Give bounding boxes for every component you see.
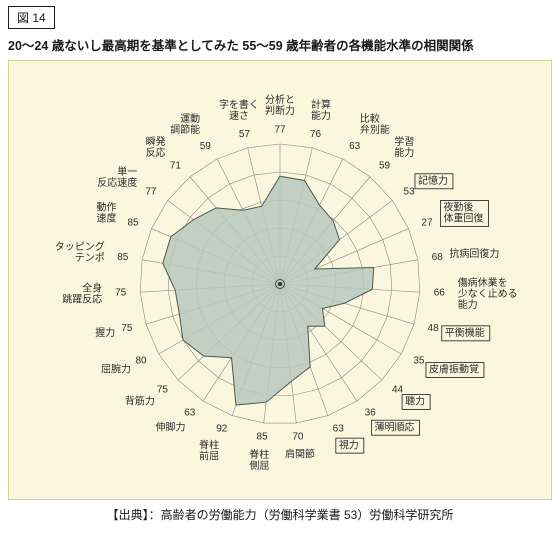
svg-text:体重回復: 体重回復 [443,212,483,225]
svg-text:皮膚振動覚: 皮膚振動覚 [429,363,479,376]
svg-text:夜勤後: 夜勤後 [443,201,473,214]
svg-text:63: 63 [333,423,345,434]
svg-text:調節能: 調節能 [170,123,200,136]
svg-text:53: 53 [404,187,416,198]
svg-text:少なく止める: 少なく止める [458,288,518,300]
svg-text:反応: 反応 [146,146,166,159]
svg-text:59: 59 [200,141,212,152]
svg-text:平衡機能: 平衡機能 [445,326,485,339]
svg-text:75: 75 [157,384,169,395]
svg-text:48: 48 [428,323,440,334]
svg-text:握力: 握力 [95,326,115,339]
svg-text:66: 66 [434,288,446,299]
svg-text:分析と: 分析と [265,93,295,106]
svg-text:85: 85 [117,252,129,263]
svg-text:77: 77 [274,125,286,136]
svg-text:75: 75 [115,288,127,299]
svg-text:視力: 視力 [339,438,359,451]
svg-text:背筋力: 背筋力 [125,395,155,408]
svg-text:伸脚力: 伸脚力 [155,420,185,433]
svg-text:反応速度: 反応速度 [97,176,137,189]
svg-text:弁別能: 弁別能 [360,123,390,136]
svg-text:動作: 動作 [97,201,117,214]
svg-text:側屈: 側屈 [249,459,269,472]
svg-text:36: 36 [365,407,377,418]
svg-text:比較: 比較 [360,112,380,125]
svg-text:跳躍反応: 跳躍反応 [62,292,102,305]
svg-text:抗病回復力: 抗病回復力 [449,247,499,260]
svg-text:27: 27 [421,218,433,229]
svg-text:77: 77 [145,187,157,198]
svg-text:57: 57 [239,129,251,140]
source-credit: 【出典】：高齢者の労働能力（労働科学業書 53）労働科学研究所 [8,506,552,523]
svg-text:63: 63 [349,141,361,152]
svg-text:75: 75 [121,323,133,334]
svg-text:76: 76 [310,129,322,140]
svg-text:前屈: 前屈 [199,449,219,462]
svg-text:速度: 速度 [97,212,117,225]
svg-text:能力: 能力 [394,146,414,159]
svg-text:速さ: 速さ [229,110,249,122]
svg-text:44: 44 [392,384,404,395]
svg-text:68: 68 [432,252,444,263]
svg-text:聴力: 聴力 [405,395,425,408]
svg-text:薄明順応: 薄明順応 [375,420,415,433]
figure-tag: 図 14 [8,6,55,29]
svg-text:92: 92 [216,423,228,434]
svg-text:71: 71 [170,161,182,172]
svg-text:70: 70 [292,432,304,443]
svg-text:35: 35 [413,356,425,367]
radar-chart: 77分析と判断力76計算能力63比較弁別能59学習能力53記憶力27夜勤後体重回… [8,60,552,500]
svg-text:単一: 単一 [117,165,137,178]
svg-text:屈腕力: 屈腕力 [101,363,131,376]
svg-text:計算: 計算 [311,98,331,111]
svg-text:字を書く: 字を書く [219,98,259,111]
svg-text:80: 80 [136,356,148,367]
svg-text:傷病休業を: 傷病休業を [458,276,508,289]
svg-text:タッピング: タッピング [55,240,105,253]
svg-text:脊柱: 脊柱 [249,448,269,461]
svg-text:学習: 学習 [394,135,414,148]
svg-text:運動: 運動 [180,112,200,125]
svg-text:59: 59 [379,161,391,172]
chart-title: 20～24 歳ないし最高期を基準としてみた 55～59 歳年齢者の各機能水準の相… [8,35,552,54]
svg-text:63: 63 [184,407,196,418]
svg-text:判断力: 判断力 [265,104,295,117]
svg-text:能力: 能力 [311,109,331,122]
svg-text:85: 85 [257,432,269,443]
svg-text:記憶力: 記憶力 [418,174,448,187]
svg-text:全身: 全身 [82,281,102,294]
svg-text:瞬発: 瞬発 [146,135,166,148]
svg-text:脊柱: 脊柱 [199,438,219,451]
svg-text:能力: 能力 [458,298,478,311]
svg-text:テンポ: テンポ [75,252,105,264]
svg-text:85: 85 [127,218,139,229]
svg-text:肩関節: 肩関節 [285,447,315,460]
